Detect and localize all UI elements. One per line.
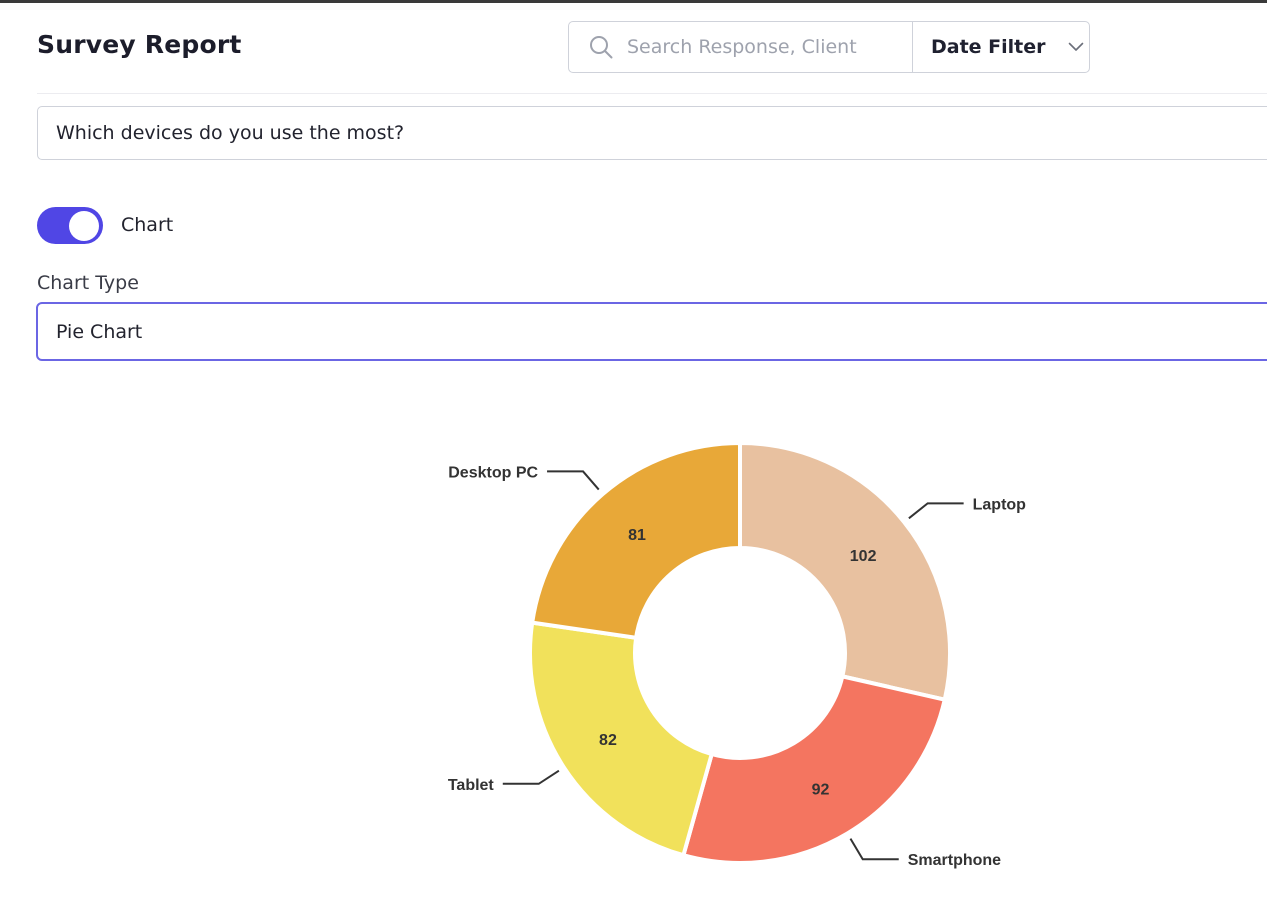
category-label-desktop-pc: Desktop PC [448,464,538,481]
leader-line-laptop [908,502,964,520]
page-title: Survey Report [37,30,242,59]
chart-toggle-label: Chart [121,214,174,236]
search-bar: Date Filter [568,21,1090,73]
chart-type-label: Chart Type [37,272,139,294]
slice-desktop-pc[interactable] [530,441,742,640]
search-input[interactable] [627,36,897,58]
leader-line-desktop-pc [547,470,600,491]
slice-laptop[interactable] [738,441,952,702]
value-label-tablet: 82 [599,732,617,749]
date-filter-dropdown[interactable]: Date Filter [913,22,1089,72]
value-label-desktop-pc: 81 [628,527,646,544]
leader-line-tablet [502,769,560,785]
question-select[interactable]: Which devices do you use the most? [37,106,1267,160]
question-text: Which devices do you use the most? [56,122,405,144]
toggle-knob [69,210,99,241]
search-icon [590,36,613,59]
category-label-smartphone: Smartphone [908,852,1001,869]
date-filter-label: Date Filter [931,36,1046,58]
category-label-laptop: Laptop [973,496,1027,513]
category-label-tablet: Tablet [448,777,495,794]
leader-line-smartphone [849,838,899,861]
value-label-smartphone: 92 [812,781,830,798]
chart-toggle[interactable] [37,207,103,244]
chevron-down-icon [1068,42,1083,51]
value-label-laptop: 102 [850,548,877,565]
slice-tablet[interactable] [528,620,714,858]
slice-smartphone[interactable] [681,674,947,865]
header-divider [37,93,1267,94]
chart-type-value: Pie Chart [56,320,143,343]
search-field[interactable] [569,22,913,72]
chart-type-select[interactable]: Pie Chart [36,302,1267,361]
window-top-border [0,0,1267,3]
